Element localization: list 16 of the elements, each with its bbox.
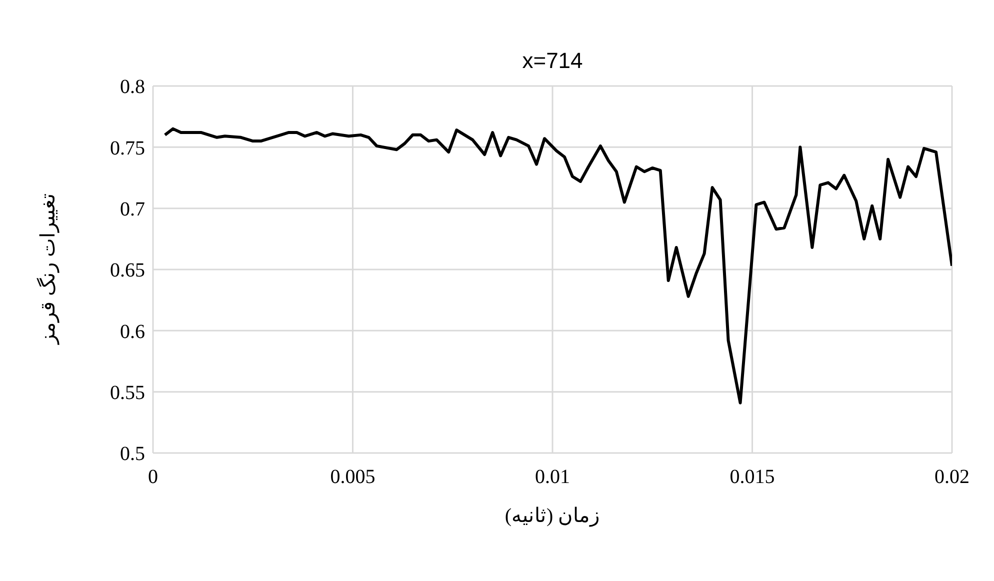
x-tick-label: 0.005 [330, 466, 376, 488]
line-series [163, 127, 952, 404]
y-tick-label: 0.55 [110, 382, 145, 404]
y-tick-label: 0.75 [110, 137, 145, 160]
y-tick-label: 0.65 [110, 260, 145, 282]
y-tick-label: 0.5 [120, 443, 145, 466]
x-tick-label: 0 [148, 466, 158, 488]
y-tick-label: 0.8 [120, 76, 145, 98]
chart-title: x=714 [521, 48, 584, 74]
x-tick-label: 0.01 [535, 466, 570, 488]
x-tick-label: 0.015 [730, 466, 775, 488]
y-tick-label: 0.6 [120, 320, 145, 343]
x-axis-title: زمان (ثانیه) [504, 504, 602, 528]
y-tick-label: 0.7 [120, 198, 145, 220]
x-tick-label: 0.02 [934, 466, 970, 488]
y-axis-title: تغییرات رنگ قرمز [36, 192, 60, 347]
